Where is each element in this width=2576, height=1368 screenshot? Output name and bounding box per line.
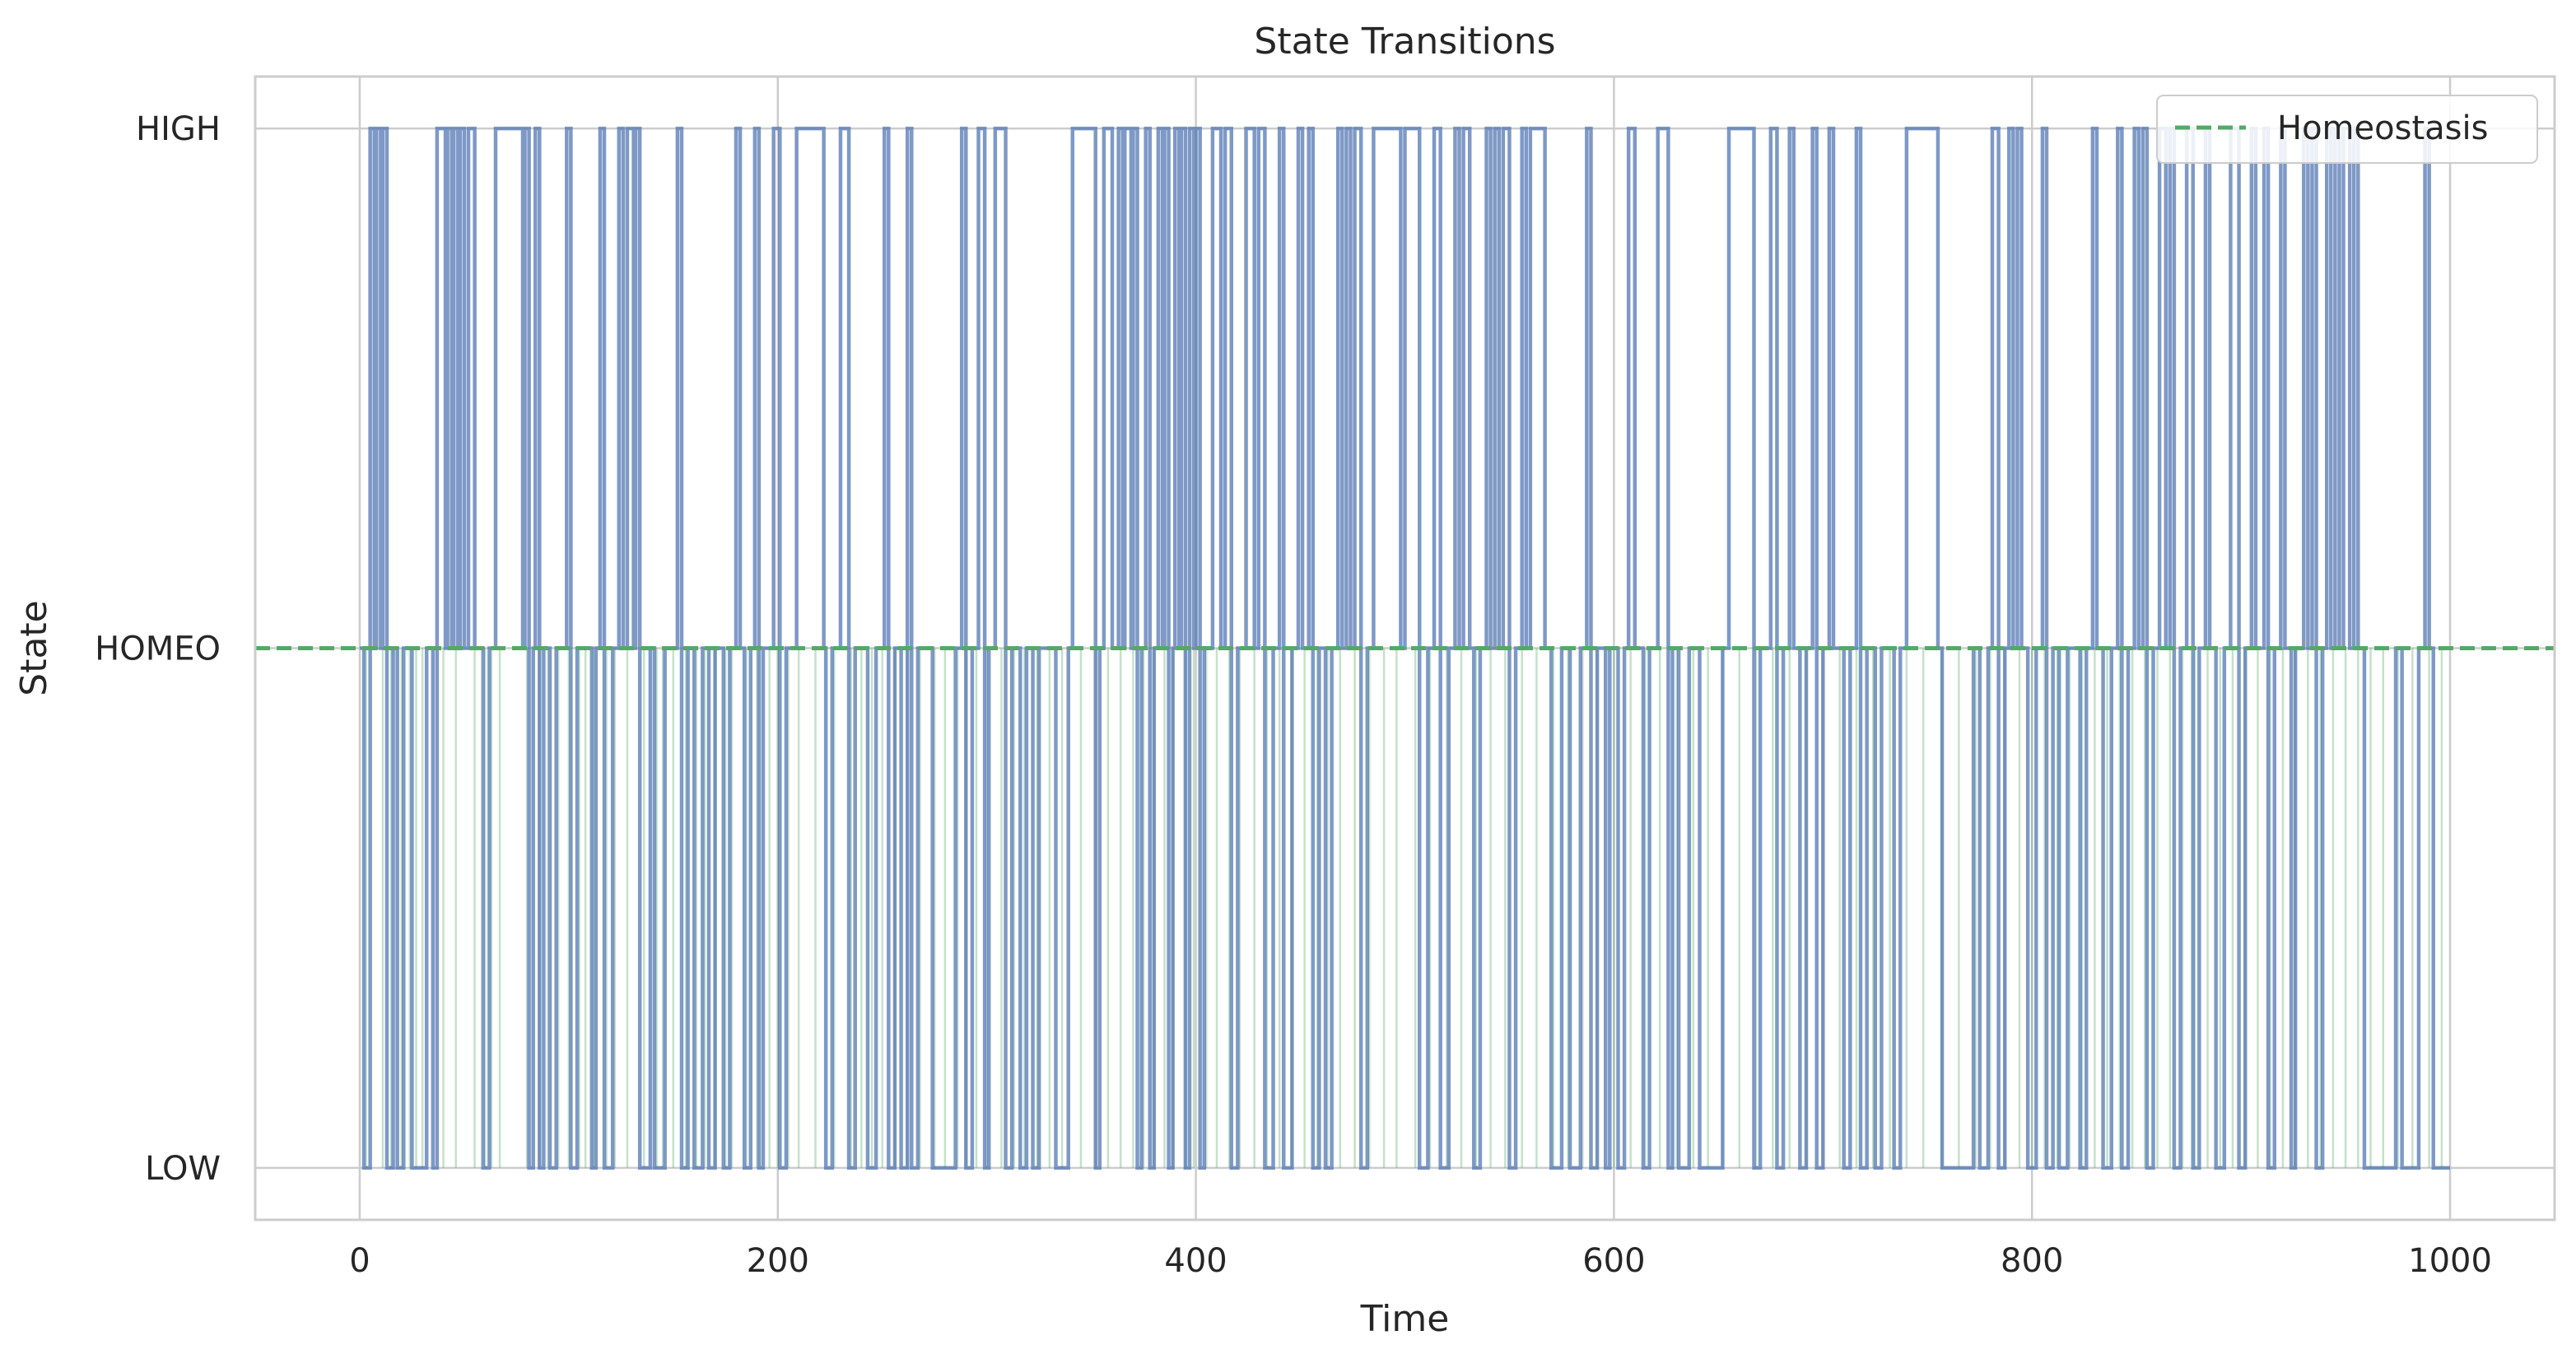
x-tick-label: 1000: [2408, 1242, 2492, 1280]
x-tick-label: 400: [1164, 1242, 1227, 1280]
x-tick-label: 0: [349, 1242, 370, 1280]
y-tick-label: HIGH: [136, 110, 221, 148]
plot-series: [255, 126, 2555, 1170]
y-tick-label: HOMEO: [95, 630, 221, 668]
tick-labels: 0 200 400 600 800 1000 LOW HOMEO HIGH: [95, 110, 2492, 1280]
x-tick-label: 200: [747, 1242, 809, 1280]
chart-title: State Transitions: [1254, 21, 1555, 63]
x-axis-title: Time: [1360, 1298, 1450, 1340]
x-tick-label: 800: [2001, 1242, 2063, 1280]
legend-label-homeostasis: Homeostasis: [2277, 109, 2488, 147]
plot-frame: [254, 75, 2556, 1221]
y-tick-label: LOW: [145, 1150, 221, 1188]
x-tick-label: 600: [1582, 1242, 1645, 1280]
state-step-line: [359, 126, 2451, 1170]
legend-box: [2156, 95, 2538, 164]
y-axis-title: State: [13, 600, 55, 696]
legend: Homeostasis: [2156, 95, 2538, 164]
